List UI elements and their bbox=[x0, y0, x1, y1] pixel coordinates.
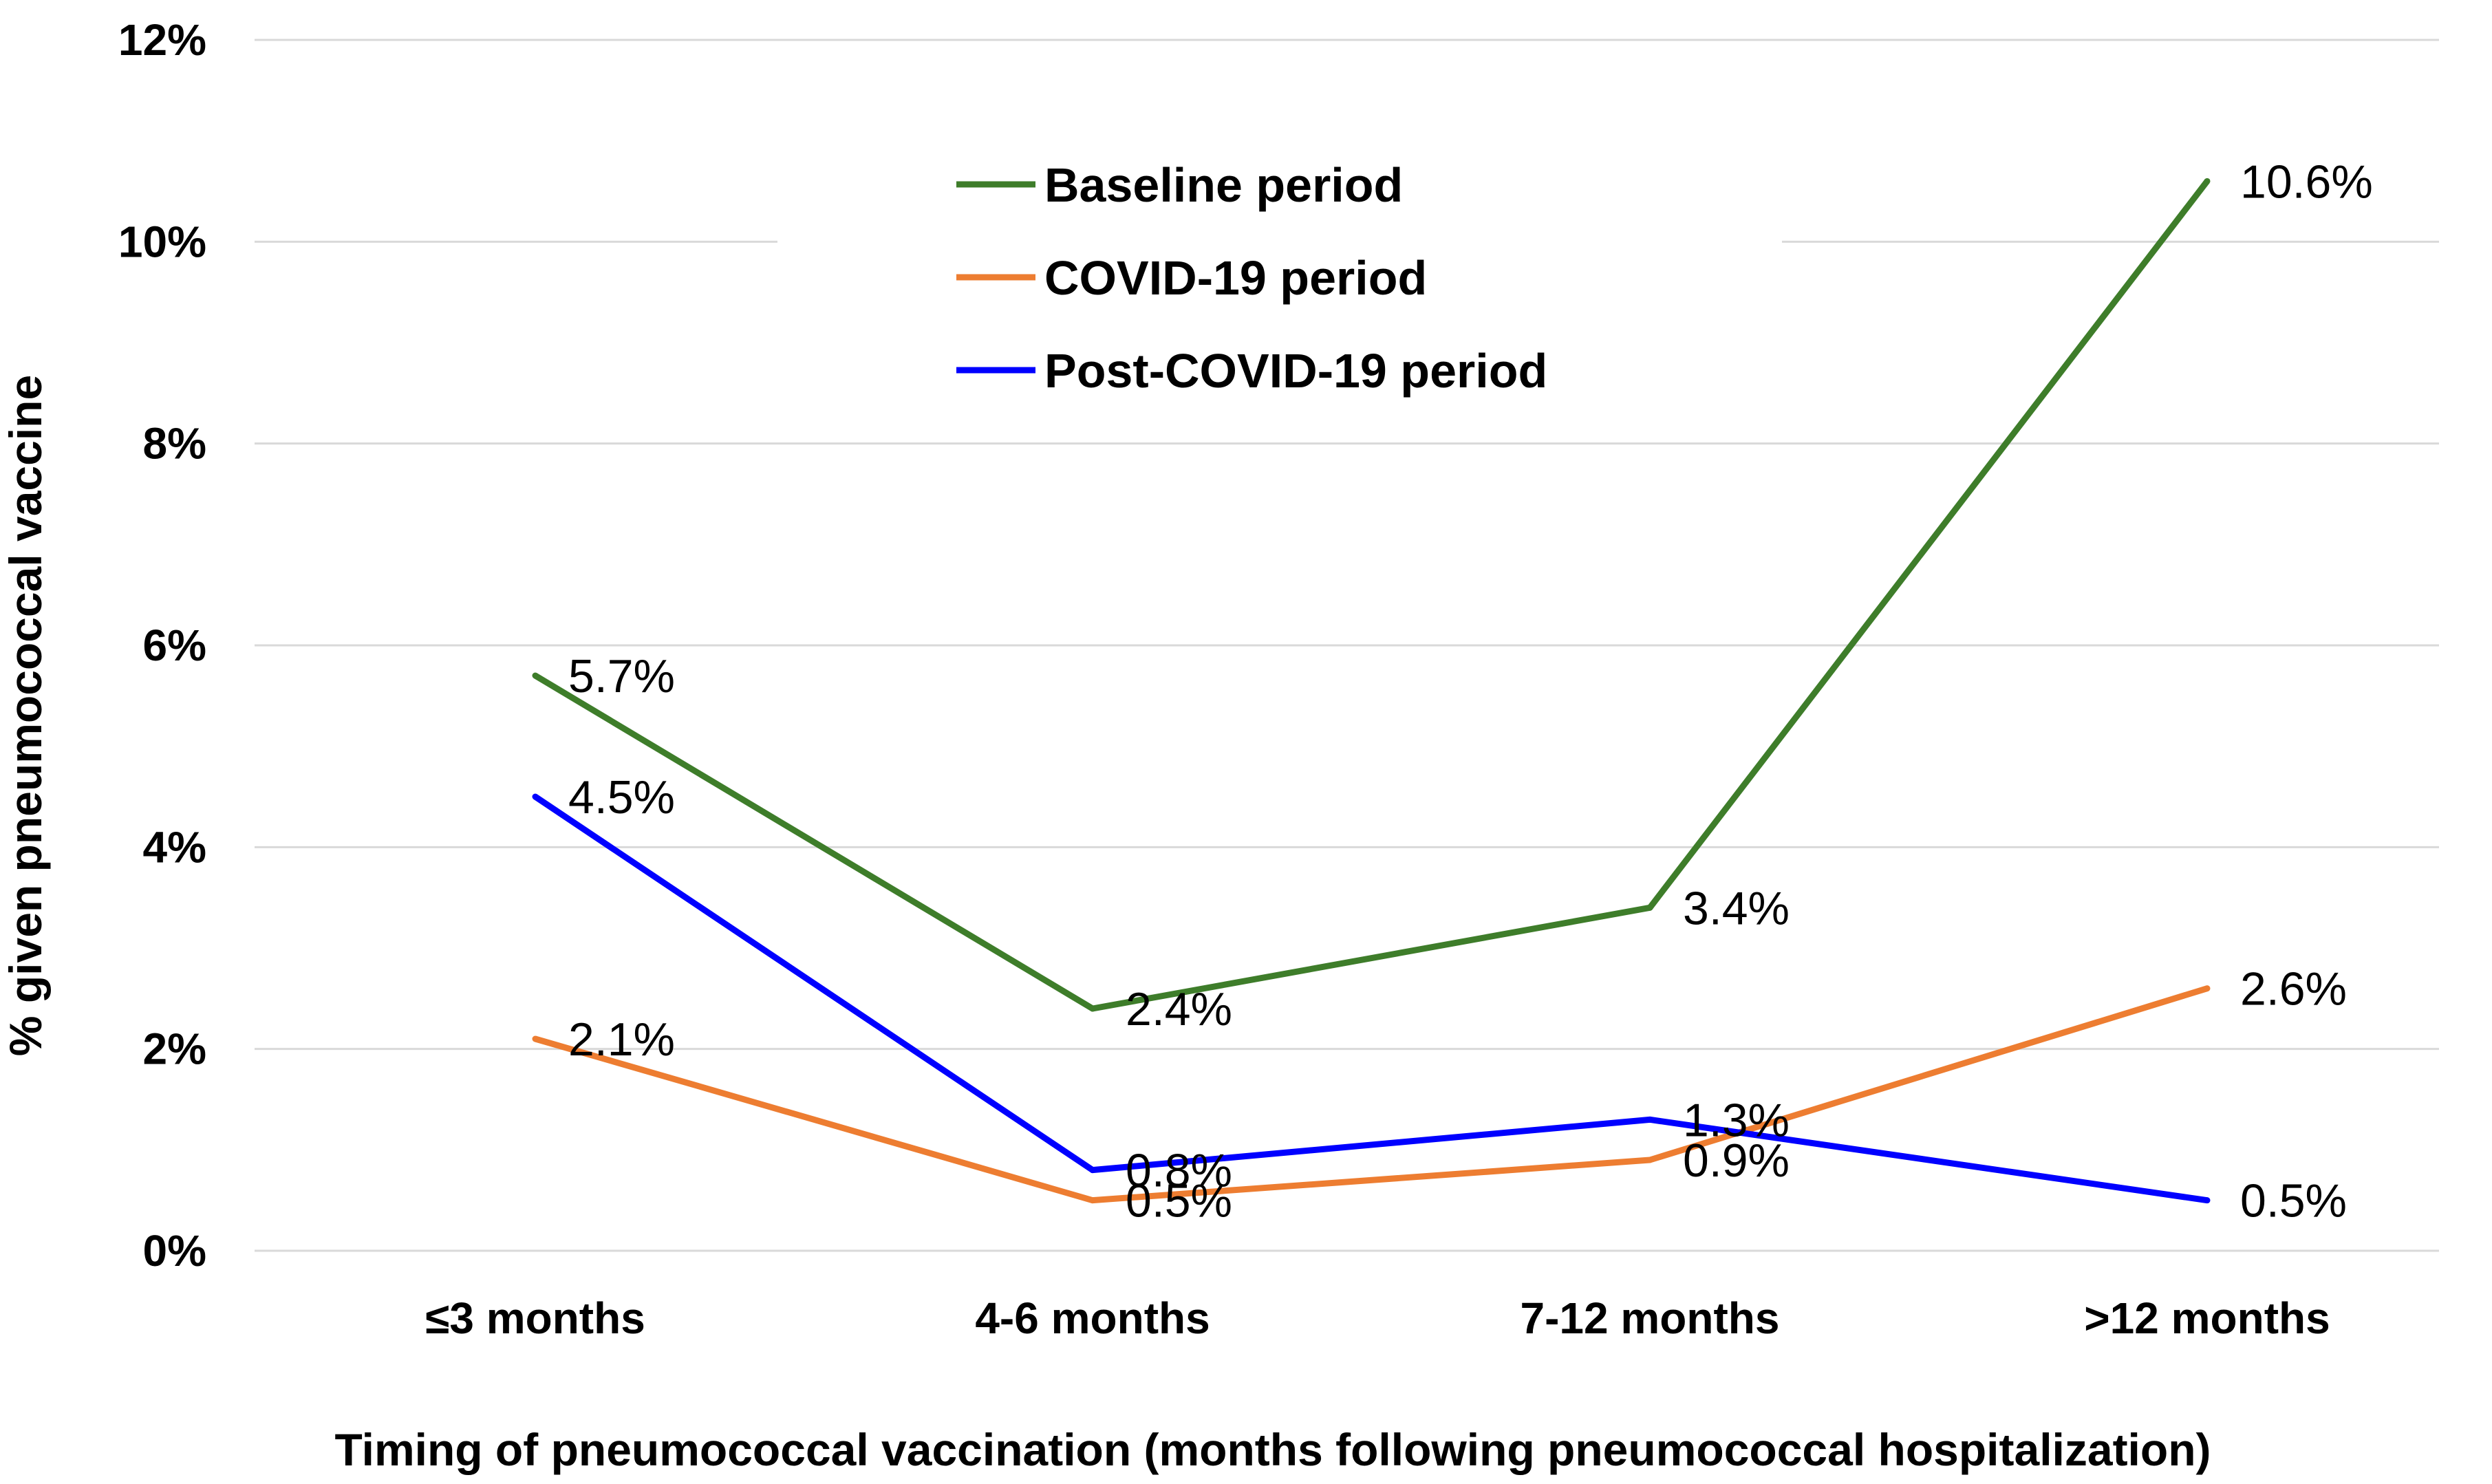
x-axis-title: Timing of pneumococcal vaccination (mont… bbox=[334, 1424, 2211, 1475]
series-lines bbox=[532, 178, 2211, 1204]
data-point bbox=[2204, 985, 2211, 992]
data-point bbox=[2204, 178, 2211, 184]
data-label: 2.6% bbox=[2240, 963, 2347, 1015]
data-label: 3.4% bbox=[1683, 882, 1790, 934]
data-point bbox=[1646, 904, 1653, 911]
data-point bbox=[1089, 1197, 1096, 1204]
data-point bbox=[532, 672, 539, 679]
y-axis-title: % given pneumococcal vaccine bbox=[0, 375, 51, 1056]
y-tick-label: 10% bbox=[118, 217, 206, 266]
data-label: 10.6% bbox=[2240, 155, 2373, 208]
y-tick-label: 6% bbox=[143, 621, 207, 670]
legend-background bbox=[777, 138, 1782, 427]
x-tick-label: 7-12 months bbox=[1521, 1293, 1780, 1343]
data-point bbox=[1089, 1167, 1096, 1174]
data-point bbox=[1646, 1116, 1653, 1123]
legend: Baseline period COVID-19 period Post-COVID… bbox=[777, 138, 1782, 427]
data-point bbox=[1646, 1157, 1653, 1163]
legend-label: Post-COVID-19 period bbox=[1044, 344, 1547, 398]
y-axis-ticks: 0% 2% 4% 6% 8% 10% 12% bbox=[118, 15, 206, 1276]
data-point bbox=[532, 793, 539, 800]
data-label: 0.9% bbox=[1683, 1134, 1790, 1187]
data-point bbox=[1089, 1005, 1096, 1012]
x-tick-label: >12 months bbox=[2084, 1293, 2330, 1343]
data-label: 2.4% bbox=[1126, 983, 1232, 1035]
y-tick-label: 12% bbox=[118, 15, 206, 65]
data-point bbox=[2204, 1197, 2211, 1204]
legend-label: Baseline period bbox=[1044, 158, 1403, 212]
y-tick-label: 8% bbox=[143, 419, 207, 469]
data-label: 0.5% bbox=[1126, 1175, 1232, 1227]
legend-label: COVID-19 period bbox=[1044, 251, 1427, 305]
series-line-covid-19-period bbox=[534, 985, 2209, 1204]
data-label: 1.3% bbox=[1683, 1094, 1790, 1146]
data-labels: 5.7% 2.4% 3.4% 10.6% 2.1% 0.5% 0.9% 2.6% 4.5% 0.8… bbox=[568, 155, 2373, 1227]
data-label: 5.7% bbox=[568, 650, 675, 702]
data-label: 4.5% bbox=[568, 771, 675, 824]
y-tick-label: 2% bbox=[143, 1024, 207, 1074]
y-tick-label: 0% bbox=[143, 1226, 207, 1276]
data-point bbox=[532, 1035, 539, 1042]
y-tick-label: 4% bbox=[143, 822, 207, 872]
series-line-baseline-period bbox=[533, 179, 2210, 1012]
data-label: 0.8% bbox=[1126, 1145, 1232, 1197]
x-tick-label: 4-6 months bbox=[975, 1293, 1210, 1343]
x-tick-label: ≤3 months bbox=[425, 1293, 645, 1343]
data-label: 0.5% bbox=[2240, 1175, 2347, 1227]
data-label: 2.1% bbox=[568, 1013, 675, 1066]
series-line-post-covid-19-period bbox=[533, 794, 2208, 1204]
x-axis-ticks: ≤3 months 4-6 months 7-12 months >12 months bbox=[425, 1293, 2330, 1343]
